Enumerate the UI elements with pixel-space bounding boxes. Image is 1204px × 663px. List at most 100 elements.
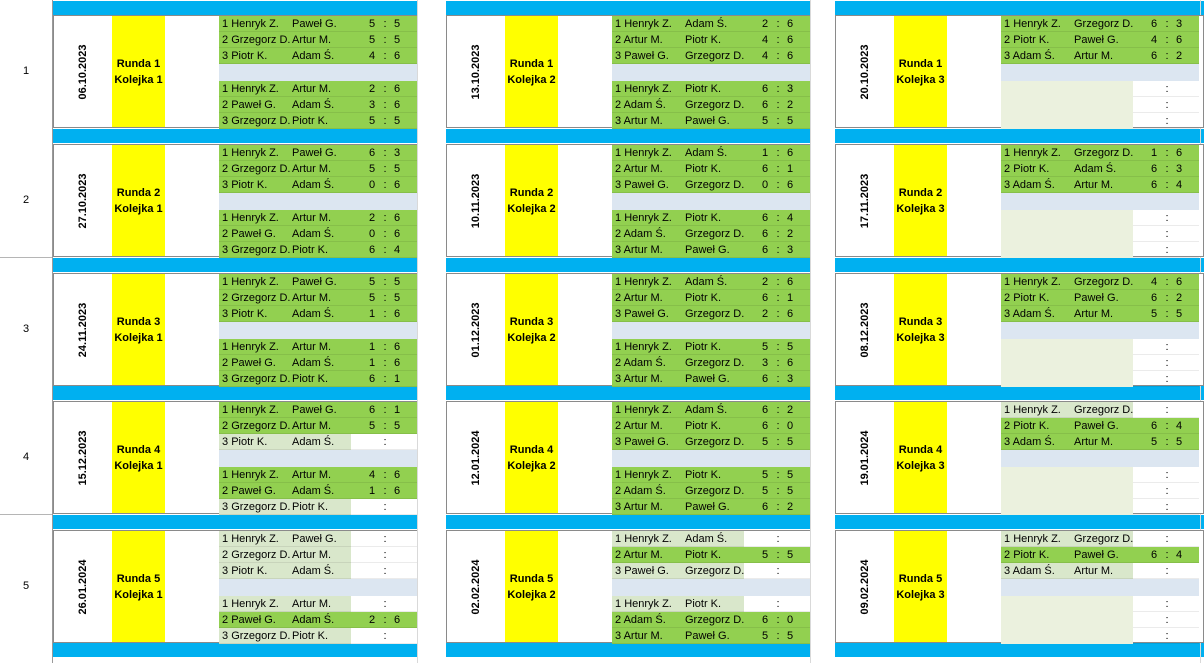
group-a-match-row[interactable]: 1 Henryk Z. Grzegorz D. 1:6 [1001, 145, 1199, 161]
group-a-match-row[interactable]: 1 Henryk Z. Paweł G.: [219, 531, 417, 547]
group-b-match-row[interactable]: 2 Adam Ś. Grzegorz D. 6:2 [612, 97, 810, 113]
score-home[interactable]: 1 [368, 341, 376, 353]
group-a-match-row[interactable]: 3 Paweł G. Grzegorz D.: [612, 563, 810, 579]
score-home[interactable]: 3 [761, 357, 769, 369]
score-away[interactable]: 6 [1175, 34, 1183, 46]
score-away[interactable]: 4 [1175, 549, 1183, 561]
group-a-match-row[interactable]: 3 Paweł G. Grzegorz D. 2:6 [612, 306, 810, 322]
score-home[interactable]: 5 [368, 276, 376, 288]
group-a-match-row[interactable]: 3 Paweł G. Grzegorz D. 0:6 [612, 177, 810, 193]
score-away[interactable]: 5 [786, 469, 794, 481]
score-away[interactable]: 5 [1175, 436, 1183, 448]
score-away[interactable]: 5 [393, 115, 401, 127]
group-a-match-row[interactable]: 2 Piotr K. Adam Ś. 6:3 [1001, 161, 1199, 177]
score-home[interactable]: 5 [1150, 308, 1158, 320]
score-away[interactable]: 6 [393, 212, 401, 224]
score-away[interactable]: 2 [786, 501, 794, 513]
score-home[interactable]: 5 [368, 292, 376, 304]
score-home[interactable]: 6 [368, 404, 376, 416]
score-home[interactable]: 5 [761, 469, 769, 481]
score-away[interactable]: 6 [786, 308, 794, 320]
group-a-match-row[interactable]: 1 Henryk Z. Paweł G. 5:5 [219, 274, 417, 290]
score-home[interactable]: 5 [368, 115, 376, 127]
group-a-match-row[interactable]: 1 Henryk Z. Adam Ś.: [612, 531, 810, 547]
group-a-match-row[interactable]: 1 Henryk Z. Paweł G. 5:5 [219, 16, 417, 32]
group-b-match-row[interactable]: 3 Artur M. Paweł G. 5:5 [612, 628, 810, 644]
score-away[interactable]: 5 [393, 18, 401, 30]
group-a-match-row[interactable]: 3 Paweł G. Grzegorz D. 4:6 [612, 48, 810, 64]
score-home[interactable]: 4 [368, 50, 376, 62]
score-home[interactable]: 6 [1150, 420, 1158, 432]
score-home[interactable]: 4 [1150, 34, 1158, 46]
score-away[interactable]: 5 [786, 485, 794, 497]
score-away[interactable]: 4 [1175, 179, 1183, 191]
group-a-match-row[interactable]: 1 Henryk Z. Paweł G. 6:3 [219, 145, 417, 161]
score-home[interactable]: 1 [368, 308, 376, 320]
score-away[interactable]: 5 [786, 630, 794, 642]
group-a-match-row[interactable]: 2 Grzegorz D. Artur M. 5:5 [219, 290, 417, 306]
score-away[interactable]: 1 [786, 292, 794, 304]
group-b-match-row[interactable]: 3 Artur M. Paweł G. 6:2 [612, 499, 810, 515]
group-b-match-row[interactable]: 1 Henryk Z. Artur M. 2:6 [219, 81, 417, 97]
score-away[interactable]: 6 [1175, 276, 1183, 288]
score-away[interactable]: 6 [393, 357, 401, 369]
score-home[interactable]: 5 [368, 163, 376, 175]
group-a-match-row[interactable]: 3 Adam Ś. Artur M.: [1001, 563, 1199, 579]
score-home[interactable]: 5 [761, 630, 769, 642]
group-a-match-row[interactable]: 1 Henryk Z. Adam Ś. 1:6 [612, 145, 810, 161]
score-home[interactable]: 0 [761, 179, 769, 191]
group-a-match-row[interactable]: 2 Grzegorz D. Artur M. 5:5 [219, 418, 417, 434]
score-away[interactable]: 1 [393, 373, 401, 385]
group-a-match-row[interactable]: 3 Adam Ś. Artur M. 5:5 [1001, 434, 1199, 450]
score-away[interactable]: 4 [786, 212, 794, 224]
group-a-match-row[interactable]: 2 Artur M. Piotr K. 6:1 [612, 161, 810, 177]
score-home[interactable]: 5 [368, 420, 376, 432]
score-home[interactable]: 4 [761, 50, 769, 62]
score-away[interactable]: 6 [393, 614, 401, 626]
group-a-match-row[interactable]: 1 Henryk Z. Adam Ś. 6:2 [612, 402, 810, 418]
score-home[interactable]: 6 [761, 292, 769, 304]
score-away[interactable]: 6 [393, 308, 401, 320]
score-away[interactable]: 5 [786, 341, 794, 353]
score-home[interactable]: 5 [761, 436, 769, 448]
score-home[interactable]: 6 [761, 244, 769, 256]
group-b-match-row[interactable]: 3 Artur M. Paweł G. 6:3 [612, 371, 810, 387]
score-home[interactable]: 6 [761, 501, 769, 513]
score-home[interactable]: 2 [368, 83, 376, 95]
score-away[interactable]: 6 [393, 179, 401, 191]
group-b-match-row[interactable]: 1 Henryk Z. Artur M. 2:6 [219, 210, 417, 226]
group-a-match-row[interactable]: 1 Henryk Z. Paweł G. 6:1 [219, 402, 417, 418]
score-away[interactable]: 3 [786, 373, 794, 385]
group-a-match-row[interactable]: 2 Piotr K. Paweł G. 4:6 [1001, 32, 1199, 48]
group-b-match-row[interactable]: 3 Artur M. Paweł G. 5:5 [612, 113, 810, 129]
score-home[interactable]: 6 [1150, 292, 1158, 304]
score-away[interactable]: 5 [393, 163, 401, 175]
score-away[interactable]: 5 [393, 276, 401, 288]
score-away[interactable]: 6 [393, 83, 401, 95]
score-away[interactable]: 2 [786, 99, 794, 111]
score-home[interactable]: 2 [368, 614, 376, 626]
score-away[interactable]: 5 [393, 420, 401, 432]
score-home[interactable]: 5 [368, 34, 376, 46]
score-home[interactable]: 4 [761, 34, 769, 46]
score-home[interactable]: 3 [368, 99, 376, 111]
group-b-match-row[interactable]: 1 Henryk Z. Artur M.: [219, 596, 417, 612]
score-away[interactable]: 6 [393, 341, 401, 353]
score-away[interactable]: 6 [786, 276, 794, 288]
group-a-match-row[interactable]: 2 Piotr K. Paweł G. 6:4 [1001, 418, 1199, 434]
score-home[interactable]: 6 [1150, 50, 1158, 62]
score-home[interactable]: 6 [1150, 163, 1158, 175]
score-away[interactable]: 6 [786, 34, 794, 46]
group-a-match-row[interactable]: 2 Artur M. Piotr K. 6:0 [612, 418, 810, 434]
group-a-match-row[interactable]: 2 Piotr K. Paweł G. 6:2 [1001, 290, 1199, 306]
group-a-match-row[interactable]: 3 Piotr K. Adam Ś. 4:6 [219, 48, 417, 64]
group-a-match-row[interactable]: 1 Henryk Z. Grzegorz D. 4:6 [1001, 274, 1199, 290]
group-b-match-row[interactable]: 1 Henryk Z. Piotr K. 6:4 [612, 210, 810, 226]
group-b-match-row[interactable]: 3 Grzegorz D. Piotr K.: [219, 499, 417, 515]
score-away[interactable]: 5 [786, 436, 794, 448]
group-b-match-row[interactable]: 1 Henryk Z. Artur M. 1:6 [219, 339, 417, 355]
score-away[interactable]: 3 [786, 83, 794, 95]
score-home[interactable]: 6 [761, 99, 769, 111]
group-a-match-row[interactable]: 1 Henryk Z. Grzegorz D. 6:3 [1001, 16, 1199, 32]
group-a-match-row[interactable]: 2 Artur M. Piotr K. 4:6 [612, 32, 810, 48]
